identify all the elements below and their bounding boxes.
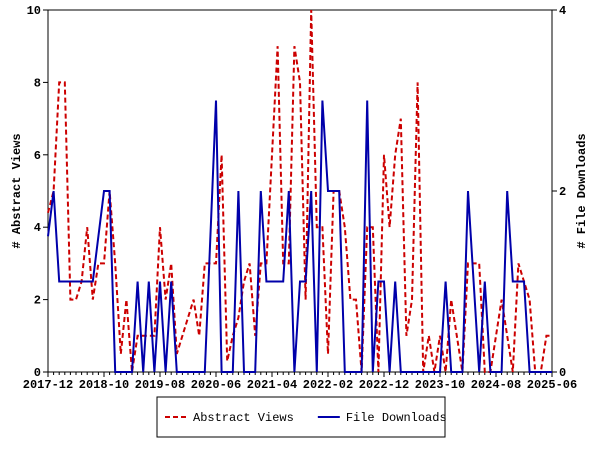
legend-label: Abstract Views (193, 411, 294, 425)
y-tick-label: 6 (34, 149, 41, 163)
y-tick-label: 8 (34, 76, 41, 90)
line-series (47, 9, 552, 373)
x-tick-label: 2020-06 (191, 378, 241, 392)
legend-label: File Downloads (346, 411, 447, 425)
y-tick-label: 2 (34, 294, 41, 308)
x-tick-label: 2023-10 (415, 378, 465, 392)
y2-tick-label: 4 (559, 4, 566, 18)
x-tick-label: 2017-12 (23, 378, 73, 392)
y2-axis-title: # File Downloads (575, 133, 589, 248)
y-tick-label: 4 (34, 221, 41, 235)
x-tick-label: 2019-08 (135, 378, 185, 392)
y2-tick-label: 0 (559, 366, 566, 380)
y2-tick-label: 2 (559, 185, 566, 199)
x-tick-label: 2018-10 (79, 378, 129, 392)
x-tick-label: 2025-06 (527, 378, 577, 392)
legend-box (156, 396, 446, 438)
y-tick-label: 10 (27, 4, 41, 18)
x-tick-label: 2022-02 (303, 378, 353, 392)
x-tick-label: 2024-08 (471, 378, 521, 392)
y-axis-title: # Abstract Views (10, 133, 24, 248)
x-tick-label: 2022-12 (359, 378, 409, 392)
line-series (47, 100, 552, 373)
y-tick-label: 0 (34, 366, 41, 380)
x-tick-label: 2021-04 (247, 378, 297, 392)
